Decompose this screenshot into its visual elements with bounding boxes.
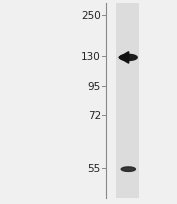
Text: 130: 130	[81, 52, 101, 62]
Text: 95: 95	[88, 82, 101, 92]
Text: 250: 250	[81, 11, 101, 21]
Ellipse shape	[119, 55, 137, 61]
Ellipse shape	[121, 167, 135, 172]
Text: 72: 72	[88, 110, 101, 120]
Bar	[116, 4, 139, 198]
Text: 55: 55	[88, 163, 101, 173]
Polygon shape	[119, 52, 129, 64]
